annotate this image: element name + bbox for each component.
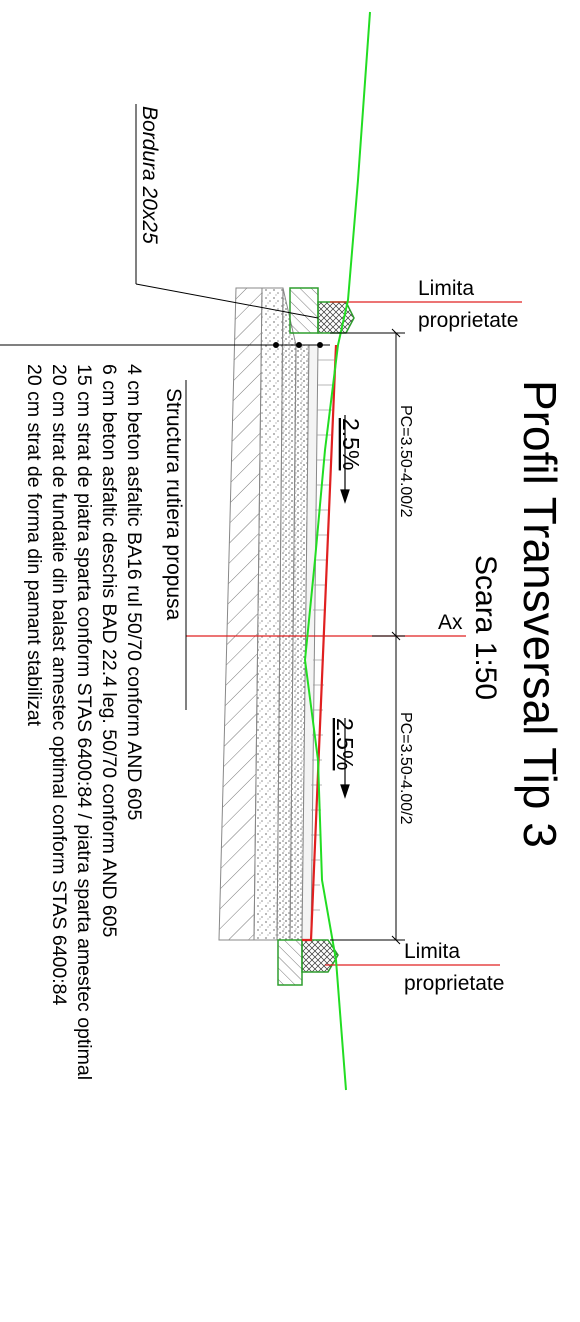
- drawing-scale: Scara 1:50: [469, 555, 502, 700]
- structure-layer-item: 20 cm strat de forma din pamant stabiliz…: [23, 364, 45, 727]
- ground-line: [303, 11, 371, 1091]
- axis-label: Ax: [438, 611, 463, 634]
- surface-line: [302, 344, 338, 942]
- bordura-label: Bordura 20x25: [138, 106, 161, 244]
- slope-top-label: 2.5%: [338, 418, 364, 470]
- layer-markers: [273, 342, 323, 348]
- pc-top-label: PC=3.50-4.00/2: [397, 405, 414, 518]
- structure-layer-item: 6 cm beton asfaltic deschis BAD 22.4 leg…: [98, 364, 120, 938]
- bottom-curb: [277, 939, 339, 986]
- pavement-layers: [218, 287, 334, 941]
- slope-arrows: [340, 415, 350, 799]
- structure-layer-item: 15 cm strat de piatra sparta conform STA…: [73, 364, 95, 1080]
- dimension-lines: [330, 328, 405, 945]
- top-curb: [289, 287, 355, 334]
- structure-layer-item: 20 cm strat de fundatie din balast amest…: [48, 364, 70, 1005]
- limita-bottom-label-2: proprietate: [404, 972, 504, 995]
- structure-layers-list: 4 cm beton asfaltic BA16 rul 50/70 confo…: [23, 364, 145, 1080]
- limita-top-label-2: proprietate: [418, 309, 518, 332]
- limita-bottom-label-1: Limita: [404, 940, 460, 963]
- structure-heading: Structura rutiera propusa: [162, 388, 185, 621]
- drawing-title: Profil Transversal Tip 3: [514, 380, 566, 848]
- pc-bottom-label: PC=3.50-4.00/2: [397, 712, 414, 825]
- slope-bottom-label: 2.5%: [332, 718, 358, 770]
- structure-layer-item: 4 cm beton asfaltic BA16 rul 50/70 confo…: [123, 364, 145, 820]
- limita-top-label-1: Limita: [418, 277, 474, 300]
- bordura-leader: [135, 283, 319, 319]
